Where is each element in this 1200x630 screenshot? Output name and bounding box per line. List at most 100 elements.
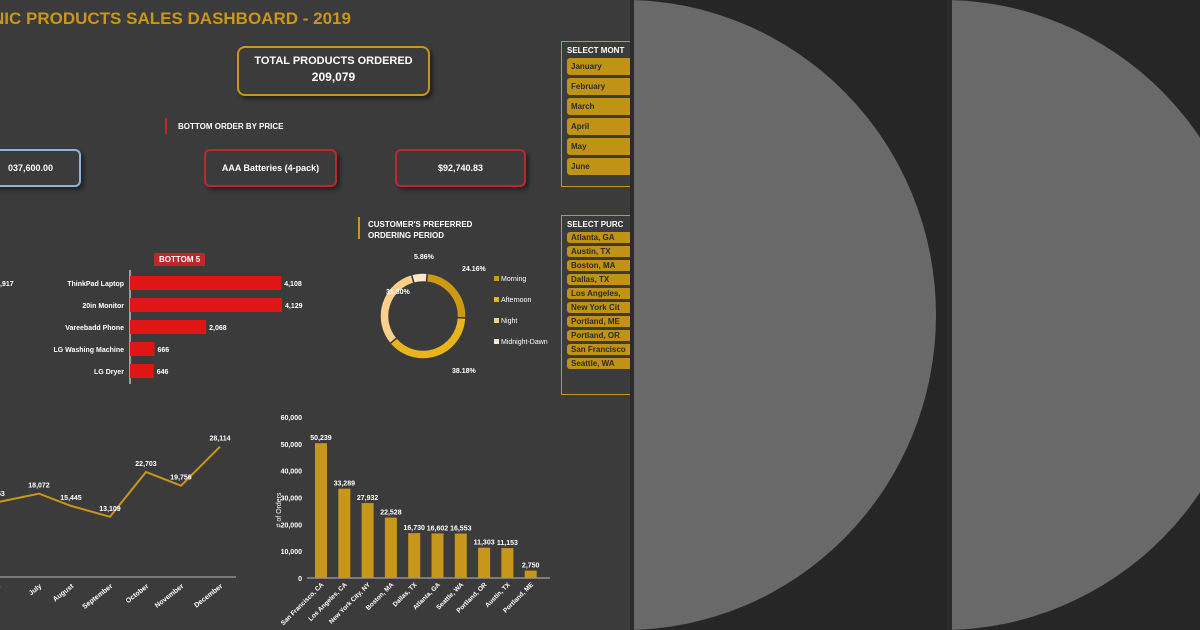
city-value-label: 2,750 <box>522 563 540 570</box>
city-bar <box>524 570 537 578</box>
donut-slice <box>425 272 467 319</box>
donut-slice <box>379 273 415 345</box>
bottom5-category: LG Dryer <box>94 369 124 376</box>
city-category: San Francisco, CA <box>280 581 326 627</box>
gray-circle-1 <box>634 0 936 630</box>
month-item-0[interactable]: January <box>567 58 630 75</box>
bottom5-category: LG Washing Machine <box>53 347 124 354</box>
city-ytick: 0 <box>298 576 302 583</box>
month-item-1[interactable]: February <box>567 78 630 95</box>
city-bar <box>384 517 397 578</box>
city-item-8[interactable]: San Francisco <box>567 344 630 355</box>
city-category: New York City, NY <box>328 581 372 625</box>
charts-canvas: ThinkPad Laptop 4,108 20in Monitor 4,129 Var… <box>0 254 550 627</box>
city-item-0[interactable]: Atlanta, GA <box>567 232 630 243</box>
city-ytick: 40,000 <box>281 469 303 476</box>
donut-legend-swatch <box>494 276 499 281</box>
city-value-label: 11,303 <box>474 540 495 547</box>
period-chart-title: CUSTOMER'S PREFERRED ORDERING PERIOD <box>368 220 473 240</box>
donut-value-label: 31.80% <box>386 289 411 296</box>
total-products-value: 209,079 <box>311 70 356 84</box>
donut-value-label: 5.86% <box>414 254 435 261</box>
month-item-4[interactable]: May <box>567 138 630 155</box>
month-item-5[interactable]: June <box>567 158 630 175</box>
line-category: October <box>125 583 151 605</box>
line-category: November <box>154 583 186 610</box>
city-bar <box>478 547 491 578</box>
donut-value-label: 24.16% <box>462 266 487 273</box>
right-panel-1 <box>634 0 947 630</box>
city-bar <box>338 488 351 578</box>
bottom5-value: 666 <box>158 347 170 354</box>
city-value-label: 11,153 <box>497 540 518 547</box>
city-item-1[interactable]: Austin, TX <box>567 246 630 257</box>
city-item-3[interactable]: Dallas, TX <box>567 274 630 285</box>
bottom5-bar <box>130 320 207 334</box>
city-value-label: 16,602 <box>427 525 449 532</box>
line-value-label: 15,445 <box>60 495 82 502</box>
donut-legend-swatch <box>494 339 499 344</box>
city-bar <box>431 533 444 578</box>
bottom5-category: Vareebadd Phone <box>65 325 124 332</box>
city-item-6[interactable]: Portland, ME <box>567 316 630 327</box>
bottom5-value: 4,129 <box>285 303 303 310</box>
city-bar <box>361 503 374 578</box>
donut-legend-swatch <box>494 297 499 302</box>
line-value-label: 22,703 <box>135 461 157 468</box>
month-slicer-header: SELECT MONT <box>567 46 625 55</box>
city-item-4[interactable]: Los Angeles, <box>567 288 630 299</box>
bottom-order-marker <box>165 118 167 134</box>
bottom5-value: 2,068 <box>209 325 227 332</box>
city-value-label: 33,289 <box>334 481 356 488</box>
gray-circle-2 <box>952 0 1200 630</box>
city-value-label: 50,239 <box>310 435 332 442</box>
bottom5-category: 20in Monitor <box>82 303 124 310</box>
donut-slice <box>388 316 467 360</box>
city-ytick: 20,000 <box>281 522 303 529</box>
donut-legend-label: Midnight-Dawn <box>501 339 548 346</box>
city-item-5[interactable]: New York Cit <box>567 302 630 313</box>
bottom5-value: 646 <box>157 369 169 376</box>
bottom5-bar <box>130 276 282 290</box>
city-item-7[interactable]: Portland, OR <box>567 330 630 341</box>
line-category: September <box>81 583 114 611</box>
total-products-label: TOTAL PRODUCTS ORDERED <box>254 55 413 67</box>
bottom5-bar <box>130 364 154 378</box>
donut-legend-label: Night <box>501 318 517 325</box>
city-ytick: 30,000 <box>281 496 303 503</box>
city-value-label: 16,553 <box>450 526 472 533</box>
city-bar <box>454 533 467 578</box>
line-category: ne <box>0 583 2 594</box>
dashboard-panel: NIC PRODUCTS SALES DASHBOARD - 2019 TOTA… <box>0 0 630 630</box>
city-bar <box>408 533 421 578</box>
donut-legend-label: Afternoon <box>501 297 531 304</box>
city-slicer-items: Atlanta, GA Austin, TX Boston, MA Dallas, T… <box>562 232 630 369</box>
month-item-2[interactable]: March <box>567 98 630 115</box>
bottom5-partial-label: ,917 <box>0 281 14 288</box>
line-value-label: 13,109 <box>99 506 121 513</box>
line-series <box>0 446 221 518</box>
city-ytick: 10,000 <box>281 549 303 556</box>
month-item-3[interactable]: April <box>567 118 630 135</box>
city-item-2[interactable]: Boston, MA <box>567 260 630 271</box>
bottom-value-card: $92,740.83 <box>395 149 526 187</box>
bottom-product-card: AAA Batteries (4-pack) <box>204 149 337 187</box>
city-slicer-header: SELECT PURC <box>567 220 624 229</box>
donut-value-label: 38.18% <box>452 368 477 375</box>
city-ytick: 60,000 <box>281 415 303 422</box>
donut-legend-swatch <box>494 318 499 323</box>
city-slicer: SELECT PURC Atlanta, GA Austin, TX Boston,… <box>561 215 630 395</box>
donut-slice <box>410 272 429 285</box>
line-value-label: 19,756 <box>170 475 192 482</box>
bottom5-bar <box>130 342 155 356</box>
line-category: December <box>193 583 224 610</box>
line-category: August <box>52 583 76 604</box>
city-value-label: 22,528 <box>380 510 402 517</box>
city-ytick: 50,000 <box>281 442 303 449</box>
month-slicer: SELECT MONT January February March April May… <box>561 41 630 187</box>
city-bar <box>501 548 514 578</box>
donut-legend-label: Morning <box>501 276 526 283</box>
line-value-label: 18,072 <box>28 483 50 490</box>
city-item-9[interactable]: Seattle, WA <box>567 358 630 369</box>
line-value-label: ,253 <box>0 491 5 498</box>
